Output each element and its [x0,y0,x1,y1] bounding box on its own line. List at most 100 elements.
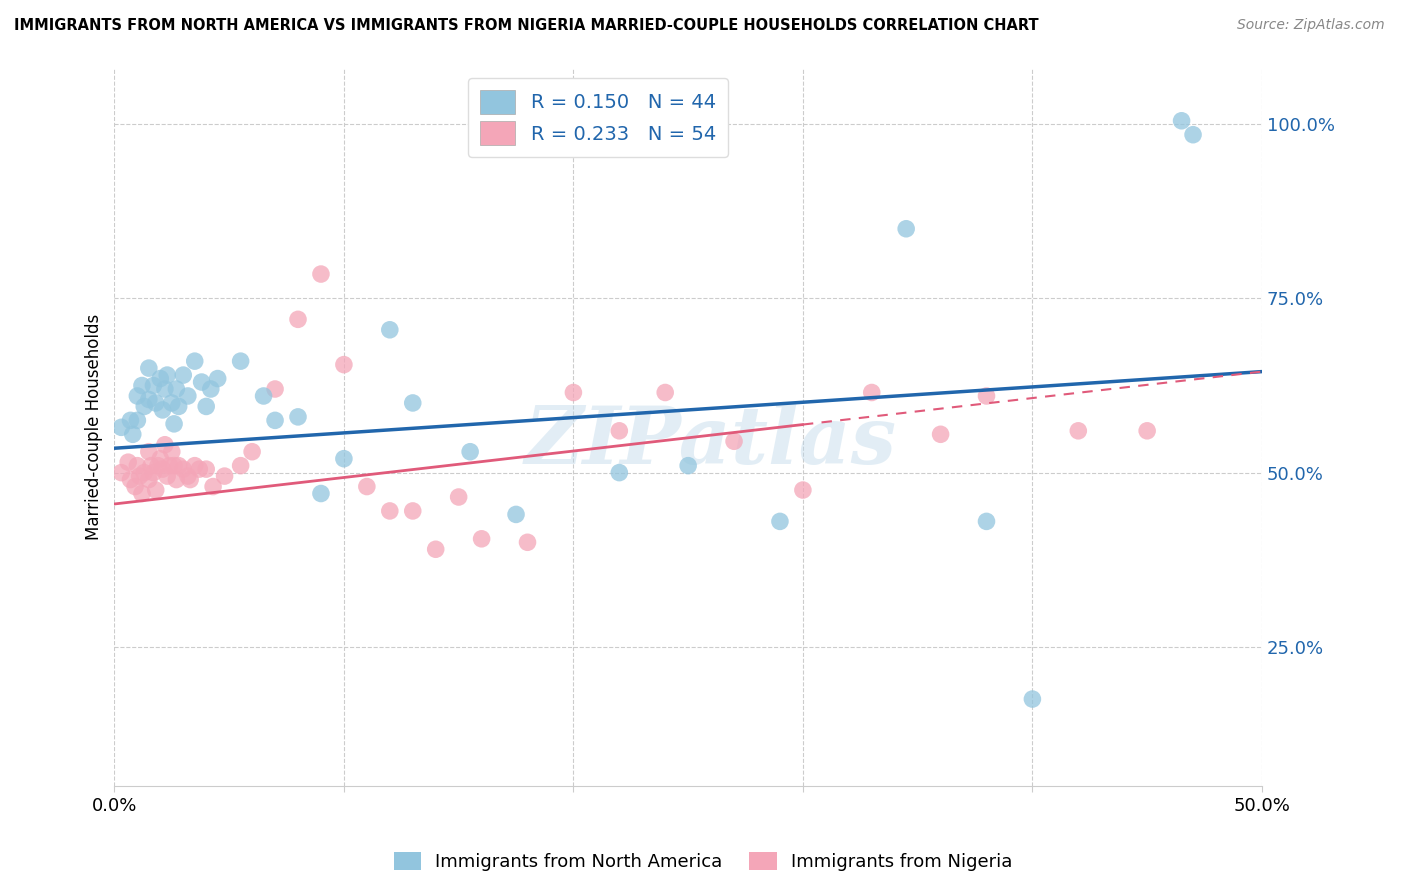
Legend: R = 0.150   N = 44, R = 0.233   N = 54: R = 0.150 N = 44, R = 0.233 N = 54 [468,78,727,157]
Point [184,354,207,368]
Point [1136,424,1159,438]
Point [240,444,263,458]
Point [163,458,186,473]
Point [562,385,585,400]
Point [152,462,174,476]
Point [896,221,918,235]
Point [676,458,699,473]
Point [229,458,252,473]
Point [149,371,172,385]
Point [264,382,287,396]
Point [127,413,149,427]
Point [333,358,356,372]
Point [264,413,287,427]
Point [378,323,401,337]
Point [110,420,132,434]
Point [128,469,150,483]
Point [287,409,309,424]
Point [1021,692,1043,706]
Point [177,389,200,403]
Point [120,473,142,487]
Point [131,378,153,392]
Point [153,438,176,452]
Point [165,382,187,396]
Point [177,469,200,483]
Point [402,396,425,410]
Point [287,312,309,326]
Point [134,466,156,480]
Point [159,458,181,473]
Point [167,400,190,414]
Point [172,368,194,382]
Point [117,455,139,469]
Point [505,508,527,522]
Point [516,535,538,549]
Point [447,490,470,504]
Point [138,473,160,487]
Point [145,483,167,497]
Point [190,375,212,389]
Point [188,462,211,476]
Point [207,371,229,385]
Text: IMMIGRANTS FROM NORTH AMERICA VS IMMIGRANTS FROM NIGERIA MARRIED-COUPLE HOUSEHOL: IMMIGRANTS FROM NORTH AMERICA VS IMMIGRA… [14,18,1039,33]
Point [156,469,179,483]
Point [792,483,814,497]
Point [458,444,481,458]
Point [252,389,274,403]
Point [769,515,792,529]
Y-axis label: Married-couple Households: Married-couple Households [86,314,103,541]
Point [425,542,447,557]
Point [139,458,162,473]
Point [131,486,153,500]
Text: ZIPatlas: ZIPatlas [524,403,897,481]
Point [165,473,187,487]
Point [138,361,160,376]
Point [195,462,218,476]
Point [195,400,218,414]
Point [179,473,201,487]
Point [156,368,179,382]
Point [138,444,160,458]
Point [309,267,332,281]
Point [1182,128,1205,142]
Point [142,466,165,480]
Point [134,400,156,414]
Point [184,458,207,473]
Point [929,427,952,442]
Point [309,486,332,500]
Point [142,378,165,392]
Point [1067,424,1090,438]
Point [152,403,174,417]
Point [160,444,183,458]
Point [200,382,222,396]
Legend: Immigrants from North America, Immigrants from Nigeria: Immigrants from North America, Immigrant… [387,845,1019,879]
Point [607,424,630,438]
Point [723,434,745,449]
Point [160,396,183,410]
Point [654,385,676,400]
Point [976,389,998,403]
Point [124,479,146,493]
Text: Source: ZipAtlas.com: Source: ZipAtlas.com [1237,18,1385,32]
Point [138,392,160,407]
Point [145,396,167,410]
Point [356,479,378,493]
Point [229,354,252,368]
Point [471,532,494,546]
Point [149,451,172,466]
Point [172,462,194,476]
Point [127,389,149,403]
Point [127,458,149,473]
Point [976,515,998,529]
Point [202,479,225,493]
Point [163,417,186,431]
Point [110,466,132,480]
Point [214,469,236,483]
Point [167,458,190,473]
Point [121,427,143,442]
Point [153,382,176,396]
Point [1170,113,1192,128]
Point [120,413,142,427]
Point [146,458,169,473]
Point [378,504,401,518]
